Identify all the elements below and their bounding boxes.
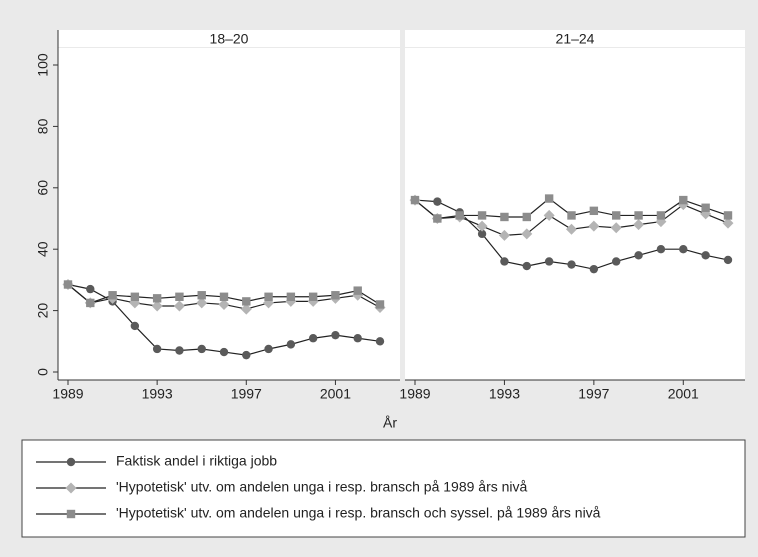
- marker: [264, 344, 273, 354]
- marker: [175, 346, 184, 355]
- marker: [130, 321, 140, 331]
- marker: [219, 292, 229, 301]
- marker: [544, 257, 554, 266]
- x-axis-label: År: [383, 415, 397, 431]
- marker: [543, 209, 555, 221]
- marker: [218, 298, 230, 310]
- marker: [521, 228, 533, 240]
- marker: [331, 330, 340, 340]
- marker: [498, 229, 510, 241]
- marker: [500, 212, 509, 222]
- panel-header-inner: [405, 30, 745, 47]
- x-tick-label: 1989: [52, 386, 83, 402]
- x-tick-label: 1993: [142, 386, 173, 402]
- marker: [522, 261, 531, 271]
- marker: [240, 303, 252, 315]
- marker: [242, 350, 251, 360]
- legend-marker: [66, 509, 76, 519]
- marker: [477, 211, 487, 220]
- marker: [567, 260, 576, 269]
- plot-area: [405, 30, 745, 380]
- marker: [173, 300, 185, 312]
- marker: [701, 203, 710, 212]
- marker: [108, 291, 117, 300]
- marker: [196, 297, 208, 309]
- y-tick-label: 80: [35, 118, 51, 134]
- marker: [353, 334, 362, 343]
- x-tick-label: 1989: [399, 386, 430, 402]
- marker: [723, 255, 733, 265]
- legend-label: 'Hypotetisk' utv. om andelen unga i resp…: [116, 505, 601, 521]
- x-tick-label: 1997: [231, 386, 262, 402]
- marker: [197, 291, 206, 300]
- marker: [433, 197, 442, 206]
- marker: [567, 211, 576, 220]
- marker: [612, 211, 621, 220]
- x-tick-label: 1997: [578, 386, 609, 402]
- marker: [433, 214, 442, 223]
- marker: [500, 257, 509, 266]
- marker: [544, 194, 554, 203]
- y-tick-label: 20: [35, 303, 51, 319]
- panel-title: 21–24: [556, 31, 595, 47]
- marker: [86, 298, 95, 308]
- marker: [679, 245, 688, 254]
- marker: [308, 334, 318, 343]
- x-tick-label: 1993: [489, 386, 520, 402]
- marker: [175, 292, 184, 301]
- marker: [589, 206, 599, 216]
- marker: [130, 292, 140, 301]
- marker: [308, 292, 318, 301]
- legend-box: [21, 439, 746, 538]
- marker: [264, 292, 273, 301]
- marker: [610, 222, 622, 234]
- legend-marker: [65, 482, 77, 494]
- marker: [353, 286, 362, 295]
- legend-label: Faktisk andel i riktiga jobb: [116, 453, 277, 469]
- marker: [588, 220, 600, 232]
- marker: [410, 195, 420, 205]
- marker: [375, 300, 385, 309]
- marker: [566, 223, 577, 235]
- y-tick-label: 0: [35, 368, 51, 376]
- legend-marker: [66, 457, 76, 467]
- marker: [476, 220, 488, 232]
- marker: [197, 344, 206, 354]
- y-tick-label: 60: [35, 180, 51, 196]
- marker: [455, 211, 464, 220]
- marker: [242, 297, 251, 306]
- plot-area: [58, 30, 400, 380]
- marker: [656, 245, 666, 254]
- x-tick-label: 2001: [668, 386, 699, 402]
- marker: [286, 292, 296, 301]
- marker: [612, 257, 621, 266]
- legend-label: 'Hypotetisk' utv. om andelen unga i resp…: [116, 479, 528, 495]
- marker: [86, 284, 95, 294]
- y-tick-label: 40: [35, 241, 51, 257]
- x-tick-label: 2001: [320, 386, 351, 402]
- marker: [633, 219, 645, 231]
- marker: [701, 251, 710, 260]
- marker: [634, 211, 643, 220]
- marker: [152, 344, 162, 354]
- panel-header-inner: [58, 30, 400, 47]
- marker: [723, 211, 733, 220]
- marker: [656, 211, 666, 220]
- marker: [722, 217, 734, 229]
- marker: [63, 280, 73, 289]
- marker: [522, 212, 531, 222]
- marker: [151, 300, 163, 312]
- marker: [589, 264, 599, 274]
- marker: [679, 195, 688, 205]
- marker: [152, 294, 162, 303]
- marker: [634, 251, 643, 260]
- marker: [477, 229, 487, 239]
- marker: [331, 291, 340, 300]
- marker: [375, 337, 385, 346]
- y-tick-label: 100: [35, 53, 51, 77]
- marker: [219, 347, 229, 357]
- marker: [286, 340, 296, 349]
- panel-title: 18–20: [210, 31, 249, 47]
